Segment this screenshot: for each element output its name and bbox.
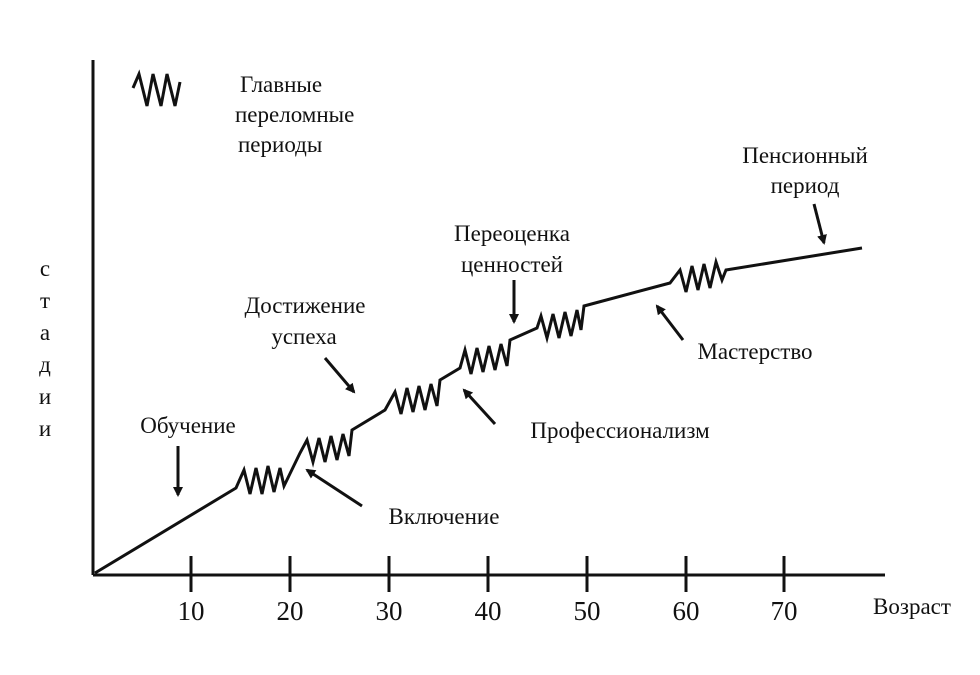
label-masterstvo: Мастерство [697,339,812,364]
y-axis-letter: д [39,352,51,377]
label-professionalism: Профессионализм [530,418,710,443]
zigzag-icon [131,69,182,107]
y-axis-letter: с [40,256,50,281]
tick-label-20: 20 [277,596,304,626]
x-tick-labels: 10 20 30 40 50 60 70 [178,596,798,626]
label-pension-1: Пенсионный [742,143,868,168]
tick-label-40: 40 [475,596,502,626]
label-pension-2: период [771,173,840,198]
label-dostizhenie-2: успеха [271,324,336,349]
label-obuchenie: Обучение [140,413,236,438]
label-dostizhenie-1: Достижение [245,293,366,318]
tick-label-70: 70 [771,596,798,626]
tick-label-30: 30 [376,596,403,626]
x-axis-label: Возраст [873,594,951,619]
tick-label-60: 60 [673,596,700,626]
label-pereotsenka-2: ценностей [461,252,563,277]
arrow-professionalism [462,388,497,426]
x-tick-marks [189,556,786,592]
y-axis-label: с т а д и и [39,256,51,441]
label-pereotsenka-1: Переоценка [454,221,570,246]
y-axis-letter: т [40,288,50,313]
arrow-masterstvo [655,304,685,341]
y-axis-letter: и [39,384,51,409]
legend-line: периоды [238,132,322,157]
tick-label-50: 50 [574,596,601,626]
tick-label-10: 10 [178,596,205,626]
arrow-pension [812,203,827,245]
legend-text: Главные переломные периоды [235,72,354,157]
arrow-vkluchenie [305,468,363,508]
y-axis-letter: а [40,320,50,345]
y-axis-letter: и [39,416,51,441]
life-stage-curve [94,246,863,575]
arrow-dostizhenie [323,357,356,394]
legend-line: переломные [235,102,354,127]
label-vkluchenie: Включение [389,504,500,529]
legend-line: Главные [240,72,322,97]
